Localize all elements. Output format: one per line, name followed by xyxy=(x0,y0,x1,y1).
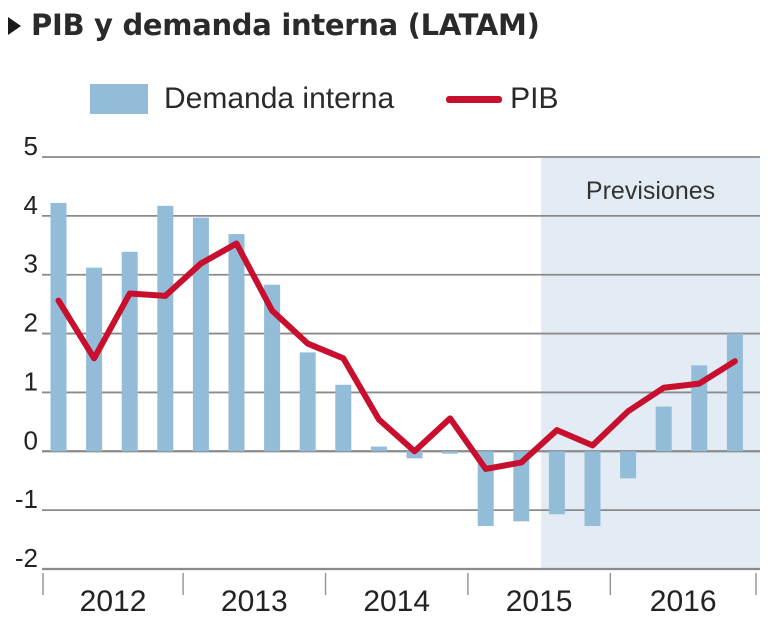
bar xyxy=(370,446,387,452)
x-tick-label: 2015 xyxy=(506,585,573,618)
forecast-label-bg xyxy=(551,161,750,211)
bar xyxy=(584,451,601,527)
y-tick-label: -2 xyxy=(15,543,38,573)
bar xyxy=(50,202,67,452)
legend-bar-swatch-icon xyxy=(90,84,148,114)
x-tick-label: 2016 xyxy=(650,585,717,618)
forecast-label: Previsiones xyxy=(586,177,715,205)
bar xyxy=(548,451,565,515)
legend-bar-label: Demanda interna xyxy=(164,82,395,115)
bar xyxy=(228,234,245,452)
bar xyxy=(121,251,138,452)
chart-title: PIB y demanda interna (LATAM) xyxy=(8,8,540,42)
y-tick-label: 1 xyxy=(24,366,38,396)
bar xyxy=(264,284,281,452)
chart-title-text: PIB y demanda interna (LATAM) xyxy=(31,8,540,42)
bar xyxy=(406,451,423,459)
bar xyxy=(192,217,209,452)
y-tick-label: 4 xyxy=(24,190,38,220)
forecast-region xyxy=(541,157,760,569)
y-tick-label: 2 xyxy=(24,308,38,338)
forecast-shade xyxy=(541,157,760,569)
pib-line xyxy=(55,240,738,472)
y-tick-label: 0 xyxy=(24,425,38,455)
legend-line-swatch-icon xyxy=(446,95,503,103)
x-tick-label: 2014 xyxy=(363,585,430,618)
x-axis: 2012 2013 2014 2015 2016 xyxy=(42,573,757,618)
x-tick-label: 2012 xyxy=(80,585,147,618)
x-tick-label: 2013 xyxy=(221,585,288,618)
legend: Demanda interna PIB xyxy=(90,82,559,116)
bar xyxy=(335,384,352,452)
y-axis-tick-labels: 5 4 3 2 1 0 -1 -2 xyxy=(15,131,38,573)
forecast-label-group: Previsiones xyxy=(551,161,750,211)
y-tick-label: 5 xyxy=(24,131,38,161)
legend-line-label: PIB xyxy=(510,82,559,115)
bar xyxy=(157,205,174,452)
bar xyxy=(299,352,316,452)
bar xyxy=(726,333,743,452)
line-series-pib xyxy=(55,240,738,472)
bar xyxy=(620,451,637,479)
title-bullet-icon xyxy=(8,17,21,35)
bar xyxy=(655,406,672,452)
bar xyxy=(513,451,530,522)
y-tick-label: -1 xyxy=(15,484,38,514)
bar xyxy=(442,451,459,454)
y-tick-label: 3 xyxy=(24,249,38,279)
